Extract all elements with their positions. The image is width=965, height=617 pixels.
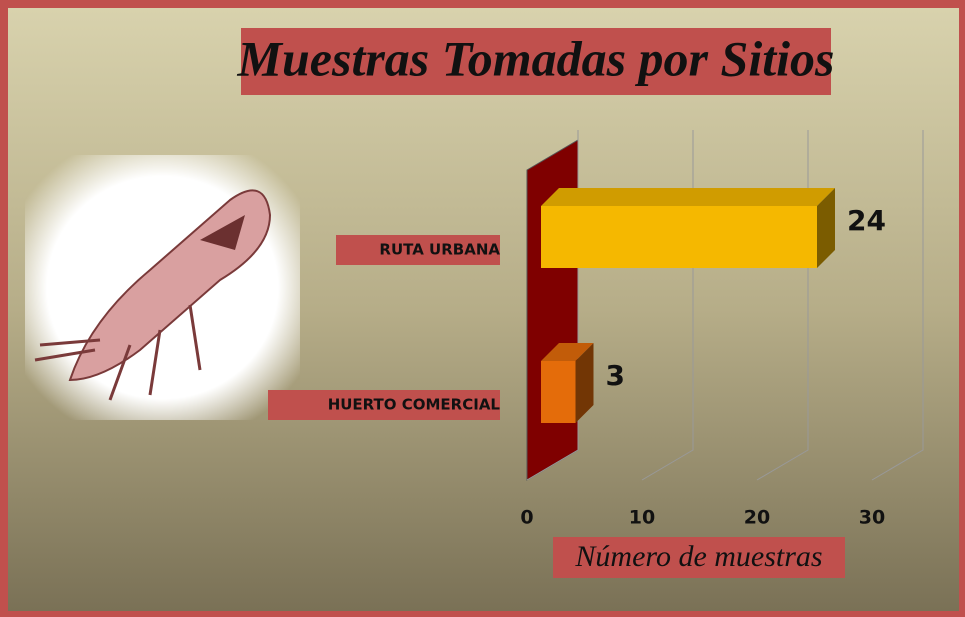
bar (541, 361, 576, 423)
bar-label-bg (268, 390, 500, 420)
category-label: HUERTO COMERCIAL (328, 396, 501, 414)
bar (541, 206, 817, 268)
x-label-box (553, 537, 845, 578)
bar-side (817, 188, 835, 268)
x-tick-label: 20 (744, 507, 770, 529)
insect-picture (25, 155, 300, 420)
grid-line (871, 130, 924, 481)
chart-title: Muestras Tomadas por Sitios (237, 30, 835, 86)
bar-top (541, 188, 835, 206)
x-tick-label: 10 (629, 507, 655, 529)
bar-top (541, 343, 594, 361)
title-box (241, 28, 831, 95)
category-label: RUTA URBANA (379, 241, 500, 259)
x-axis-label: Número de muestras (574, 540, 822, 573)
bar-label-bg (336, 235, 500, 265)
x-tick-label: 30 (859, 507, 885, 529)
value-label: 3 (606, 359, 625, 392)
x-tick-label: 0 (520, 507, 533, 529)
value-label: 24 (847, 204, 886, 237)
bar-side (575, 343, 594, 423)
